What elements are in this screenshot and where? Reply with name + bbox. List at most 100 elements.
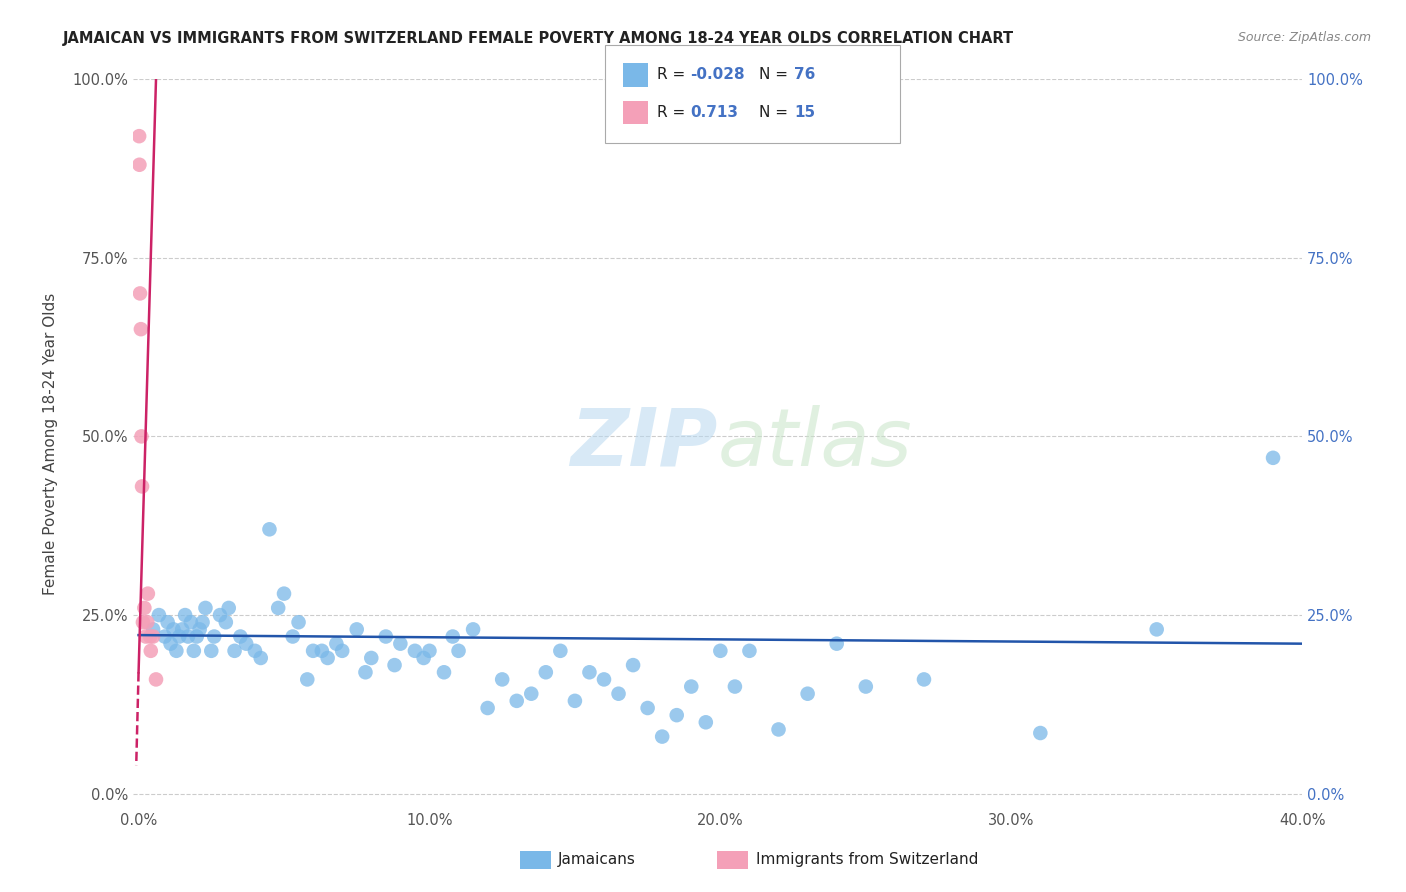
- Text: N =: N =: [759, 105, 793, 120]
- Point: [186, 630, 208, 644]
- Point: [235, 637, 257, 651]
- Point: [134, 601, 156, 615]
- Text: 76: 76: [794, 68, 815, 82]
- Point: [1261, 450, 1284, 465]
- Point: [724, 680, 747, 694]
- Point: [142, 623, 165, 637]
- Text: R =: R =: [657, 68, 690, 82]
- Text: 15: 15: [794, 105, 815, 120]
- Point: [215, 615, 238, 630]
- Point: [128, 158, 150, 172]
- Point: [316, 651, 339, 665]
- Point: [156, 615, 179, 630]
- Point: [172, 623, 194, 637]
- Point: [506, 694, 529, 708]
- Point: [177, 630, 200, 644]
- Point: [136, 587, 159, 601]
- Text: 0.713: 0.713: [690, 105, 738, 120]
- Point: [520, 687, 543, 701]
- Point: [1146, 623, 1168, 637]
- Text: R =: R =: [657, 105, 690, 120]
- Point: [139, 630, 162, 644]
- Point: [208, 608, 231, 623]
- Point: [188, 623, 211, 637]
- Point: [267, 601, 290, 615]
- Point: [354, 665, 377, 680]
- Point: [681, 680, 703, 694]
- Point: [148, 608, 170, 623]
- Point: [153, 630, 176, 644]
- Point: [389, 637, 412, 651]
- Point: [165, 644, 187, 658]
- Point: [534, 665, 557, 680]
- Point: [1029, 726, 1052, 740]
- Point: [162, 623, 184, 637]
- Text: Source: ZipAtlas.com: Source: ZipAtlas.com: [1237, 31, 1371, 45]
- Point: [433, 665, 456, 680]
- Point: [136, 615, 159, 630]
- Point: [695, 715, 717, 730]
- Point: [550, 644, 572, 658]
- Point: [346, 623, 368, 637]
- Point: [360, 651, 382, 665]
- Point: [129, 286, 152, 301]
- Point: [330, 644, 353, 658]
- Point: [825, 637, 848, 651]
- Point: [297, 673, 319, 687]
- Point: [180, 615, 202, 630]
- Point: [287, 615, 309, 630]
- Point: [131, 479, 153, 493]
- Point: [461, 623, 484, 637]
- Point: [796, 687, 818, 701]
- Point: [194, 601, 217, 615]
- Point: [651, 730, 673, 744]
- Point: [142, 630, 165, 644]
- Point: [191, 615, 214, 630]
- Y-axis label: Female Poverty Among 18-24 Year Olds: Female Poverty Among 18-24 Year Olds: [44, 293, 58, 595]
- Point: [738, 644, 761, 658]
- Point: [768, 723, 790, 737]
- Text: N =: N =: [759, 68, 793, 82]
- Point: [912, 673, 935, 687]
- Point: [325, 637, 347, 651]
- Point: [218, 601, 240, 615]
- Point: [607, 687, 630, 701]
- Point: [128, 129, 150, 144]
- Point: [169, 630, 191, 644]
- Text: atlas: atlas: [717, 405, 912, 483]
- Point: [145, 673, 167, 687]
- Point: [202, 630, 225, 644]
- Point: [418, 644, 440, 658]
- Point: [665, 708, 688, 723]
- Point: [139, 644, 162, 658]
- Text: ZIP: ZIP: [569, 405, 717, 483]
- Point: [259, 522, 281, 536]
- Point: [578, 665, 600, 680]
- Point: [174, 608, 197, 623]
- Point: [709, 644, 731, 658]
- Point: [200, 644, 222, 658]
- Text: JAMAICAN VS IMMIGRANTS FROM SWITZERLAND FEMALE POVERTY AMONG 18-24 YEAR OLDS COR: JAMAICAN VS IMMIGRANTS FROM SWITZERLAND …: [63, 31, 1014, 46]
- Point: [855, 680, 877, 694]
- Point: [302, 644, 325, 658]
- Point: [159, 637, 181, 651]
- Point: [132, 615, 155, 630]
- Point: [281, 630, 304, 644]
- Point: [273, 587, 295, 601]
- Text: -0.028: -0.028: [690, 68, 745, 82]
- Text: Immigrants from Switzerland: Immigrants from Switzerland: [756, 853, 979, 867]
- Point: [491, 673, 513, 687]
- Point: [183, 644, 205, 658]
- Text: Jamaicans: Jamaicans: [558, 853, 636, 867]
- Point: [477, 701, 499, 715]
- Point: [374, 630, 396, 644]
- Point: [404, 644, 426, 658]
- Point: [243, 644, 266, 658]
- Point: [249, 651, 271, 665]
- Point: [637, 701, 659, 715]
- Point: [412, 651, 434, 665]
- Point: [621, 658, 644, 673]
- Point: [129, 322, 152, 336]
- Point: [131, 429, 153, 443]
- Point: [229, 630, 252, 644]
